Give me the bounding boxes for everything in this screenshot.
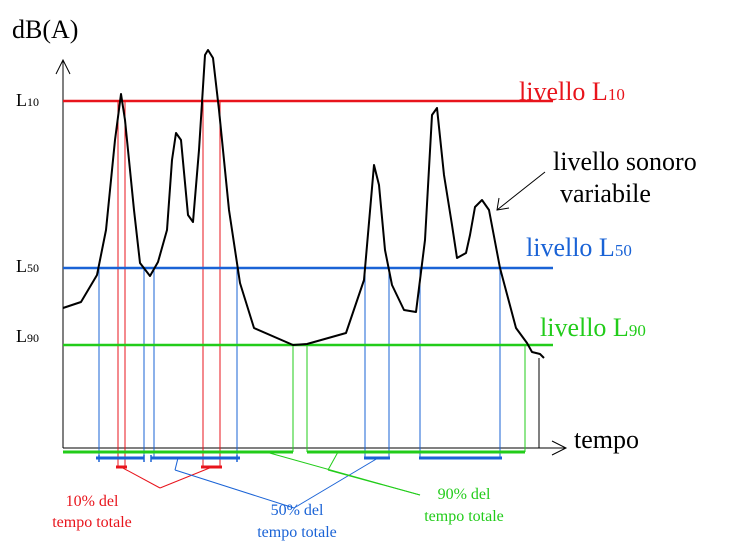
y-tick-l90: L90 [16,326,39,346]
level-label-l10-prefix: livello L [519,77,608,106]
level-label-l10-sub: 10 [608,85,625,104]
l90-note-leaders [265,451,421,496]
level-label-l50-sub: 50 [615,241,632,260]
l50-note-leaders [174,457,379,509]
y-tick-l90-prefix: L [16,326,27,346]
l10-crossing-drops [117,101,221,467]
y-tick-l50: L50 [16,256,39,276]
signal-label-line2: variabile [560,179,651,208]
percentage-notes: 10% del tempo totale 50% del tempo total… [52,486,504,541]
note-l10-line1: 10% del [66,493,119,510]
signal-pointer-arrowhead [496,197,510,211]
x-axis-arrowhead [551,440,568,456]
y-axis-arrowhead [55,58,71,75]
note-l50-line1: 50% del [271,502,324,519]
note-l50-line2: tempo totale [257,524,337,541]
x-axis-label: tempo [574,425,639,454]
signal-label: livello sonoro variabile [496,147,697,211]
y-axis-label: dB(A) [12,15,78,44]
signal-label-line1: livello sonoro [553,147,697,176]
level-label-l50-prefix: livello L [526,233,615,262]
level-labels: livello L10 livello L50 livello L90 [519,77,646,342]
y-tick-l10-sub: 10 [27,95,39,109]
note-l90-line2: tempo totale [424,508,504,525]
l10-note-leaders [120,466,213,489]
l50-crossing-drops [98,268,501,458]
level-label-l90-sub: 90 [629,321,646,340]
y-tick-l50-sub: 50 [27,261,39,275]
y-tick-labels: L10 L50 L90 [16,90,39,346]
note-l90-line1: 90% del [438,486,491,503]
y-tick-l10: L10 [16,90,39,110]
axes: dB(A) tempo [12,15,639,456]
signal-pointer-arrow [496,171,546,211]
y-tick-l10-prefix: L [16,90,27,110]
level-lines [63,99,553,347]
note-l10-line2: tempo totale [52,514,132,531]
level-label-l50: livello L50 [526,233,632,262]
noise-signal-curve [62,49,545,359]
level-label-l10: livello L10 [519,77,625,106]
y-tick-l50-prefix: L [16,256,27,276]
level-label-l90: livello L90 [540,313,646,342]
l50-duration-ticks [98,455,238,462]
l90-crossing-drops [292,345,526,452]
level-label-l90-prefix: livello L [540,313,629,342]
y-tick-l90-sub: 90 [27,331,39,345]
